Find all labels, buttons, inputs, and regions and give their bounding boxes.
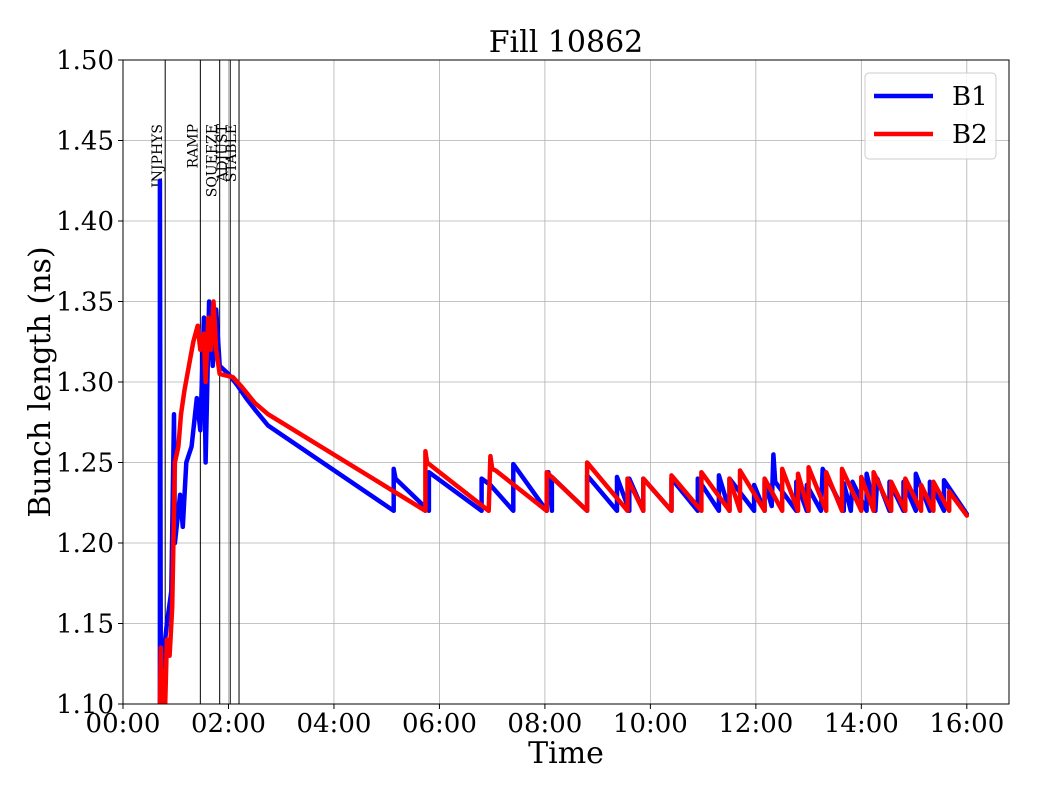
phase-label: SQUEEZE [205,124,221,197]
x-tick-label: 12:00 [718,709,793,739]
y-tick-label: 1.50 [56,46,114,76]
x-tick-label: 00:00 [86,709,161,739]
x-tick-label: 04:00 [296,709,371,739]
y-axis-label: Bunch length (ns) [23,246,58,517]
series-line-b1 [157,178,970,704]
x-axis-label: Time [528,736,604,771]
y-tick-label: 1.35 [56,288,114,318]
x-tick-label: 02:00 [191,709,266,739]
series-lines [157,178,970,704]
chart-title: Fill 10862 [489,25,644,60]
series-line-b2 [157,299,970,704]
y-tick-label: 1.30 [56,368,114,398]
y-axis-ticks: 1.10 1.15 1.20 1.25 1.30 1.35 1.40 1.45 1.50 [56,46,123,720]
y-tick-label: 1.45 [56,127,114,157]
x-axis-ticks: 00:00 02:00 04:00 06:00 08:00 10:00 12:00 14:00… [86,704,1004,739]
x-tick-label: 16:00 [929,709,1004,739]
phase-label: ADJUST [215,123,231,182]
phase-label: STABLE [224,124,240,182]
y-tick-label: 1.25 [56,449,114,479]
y-tick-label: 1.15 [56,610,114,640]
legend-label-b2: B2 [952,120,988,150]
y-tick-label: 1.40 [56,207,114,237]
y-tick-label: 1.20 [56,529,114,559]
y-tick-label: 1.10 [56,690,114,720]
x-tick-label: 08:00 [507,709,582,739]
x-tick-label: 10:00 [613,709,688,739]
phase-label: INJPHYS [150,124,166,188]
legend-label-b1: B1 [952,82,988,112]
x-tick-label: 14:00 [824,709,899,739]
phase-label: RAMP [185,124,201,168]
x-tick-label: 06:00 [402,709,477,739]
